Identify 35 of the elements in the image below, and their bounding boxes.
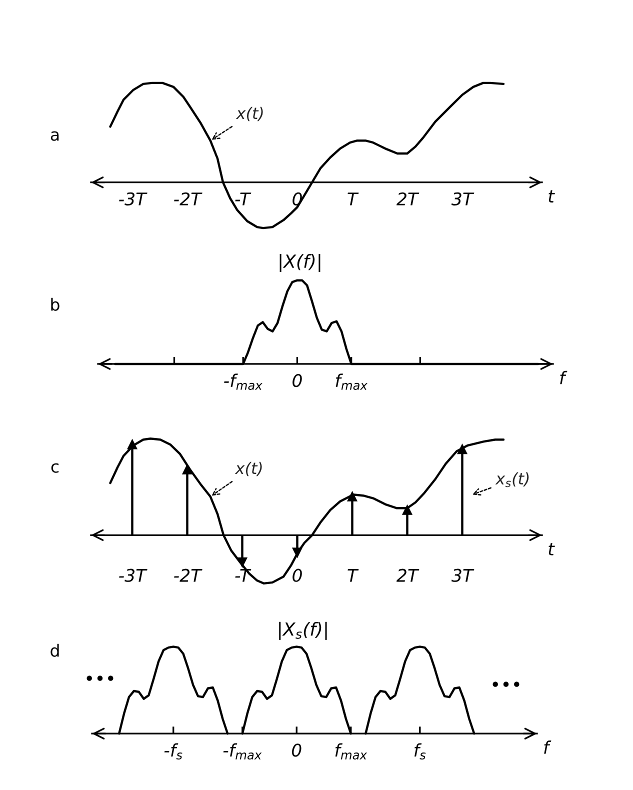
x-axis-title: f: [560, 370, 568, 384]
x-axis-title: f: [544, 740, 552, 754]
annotation: x(t): [234, 462, 262, 476]
x-axis-title: t: [548, 543, 555, 556]
x-tick-label: -2T: [174, 192, 202, 206]
x-tick-label: -T: [235, 192, 252, 206]
x-tick-label: 0: [292, 374, 302, 388]
x-tick-label: -3T: [119, 568, 148, 582]
text: a: [50, 131, 59, 141]
annotation: x$_{s}$(t): [495, 472, 529, 488]
x-tick-label: f$_{max}$: [336, 374, 368, 390]
y-axis-title: |X$_{s}$(f)|: [279, 622, 327, 640]
x-tick-label: -3T: [119, 192, 148, 206]
text: •••: [86, 676, 114, 681]
x-tick-label: 3T: [451, 568, 474, 582]
text: •••: [492, 682, 520, 687]
chart-title: d: [50, 644, 59, 657]
x-tick-label: -2T: [174, 568, 202, 582]
x-tick-label: 3T: [451, 192, 474, 206]
x-tick-label: 0: [292, 744, 302, 757]
x-tick-label: T: [348, 192, 359, 206]
x-tick-label: -f$_{s}$: [164, 743, 182, 760]
x-axis-title: t: [548, 190, 555, 202]
x-tick-label: -f$_{max}$: [223, 743, 262, 760]
annotation: x(t): [236, 106, 263, 122]
x-tick-label: f$_{s}$: [414, 743, 426, 760]
x-tick-label: f$_{max}$: [335, 743, 368, 760]
x-tick-label: 0: [292, 568, 302, 582]
text: c: [51, 463, 59, 473]
y-axis-title: |X(f)|: [280, 254, 320, 272]
x-tick-label: 2T: [396, 192, 420, 206]
x-tick-label: 2T: [396, 568, 420, 582]
text: b: [51, 298, 60, 311]
x-tick-label: -f$_{max}$: [224, 374, 262, 390]
x-tick-label: T: [348, 569, 359, 582]
